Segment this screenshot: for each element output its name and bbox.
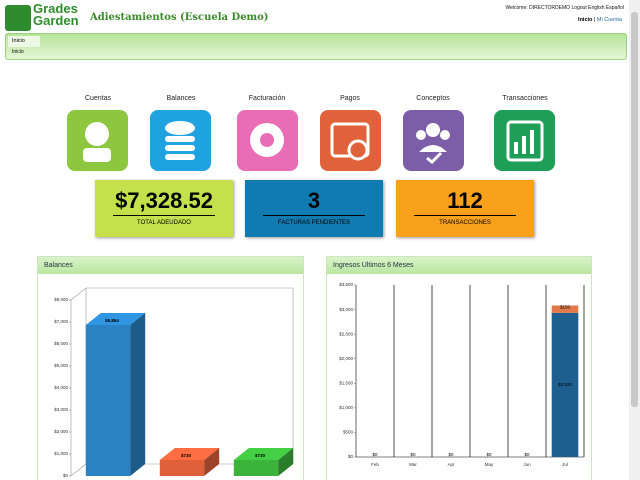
stat-label: TOTAL ADEUDADO [137, 220, 191, 226]
shortcut-label: Pagos [340, 95, 360, 102]
y-tick-label: $5,000 [54, 363, 68, 368]
value-label: $2,933 [558, 382, 572, 387]
x-tick-label: Jun [523, 462, 531, 467]
x-tick-label: Apr [447, 462, 455, 467]
top-links: Welcome: DIRECTORDEMO Logout English Esp… [506, 5, 625, 11]
y-tick-label: $3,500 [339, 282, 353, 287]
stat-label: FACTURAS PENDIENTES [277, 220, 350, 226]
y-tick-label: $3,000 [54, 407, 68, 412]
y-tick-label: $6,000 [54, 341, 68, 346]
y-tick-label: $0 [348, 454, 354, 459]
link[interactable]: English [588, 5, 605, 11]
value-label: $150 [560, 305, 571, 310]
y-tick-label: $0 [63, 473, 69, 478]
bar-top [233, 447, 294, 460]
shortcut-label: Facturación [248, 95, 286, 102]
y-tick-label: $1,500 [339, 380, 353, 385]
y-tick-label: $1,000 [54, 451, 68, 456]
bar [85, 324, 131, 476]
shortcut-label: Transacciones [502, 95, 548, 102]
y-tick-label: $4,000 [54, 385, 68, 390]
nav-link[interactable]: Mi Cuenta [596, 17, 622, 23]
value-label: $0 [410, 452, 416, 457]
page-title: Adiestamientos (Escuela Demo) [90, 12, 269, 23]
stat-box: 3 FACTURAS PENDIENTES [245, 180, 383, 237]
scroll-thumb[interactable] [631, 12, 638, 407]
shortcut-icon[interactable] [67, 110, 128, 171]
x-tick-label: Feb [371, 462, 379, 467]
panel-title: Ingresos Ultimos 6 Meses [327, 257, 591, 274]
y-tick-label: $7,000 [54, 319, 68, 324]
panel: Ingresos Ultimos 6 Meses $0 $500 $1,000 $1,… [326, 256, 592, 480]
y-tick-label: $3,000 [339, 307, 353, 312]
logo-text: Grades Garden [33, 1, 79, 28]
value-label: $6,864 [105, 318, 119, 323]
breadcrumb[interactable]: Inicio [12, 49, 24, 55]
shortcut-label: Cuentas [84, 95, 112, 102]
stat-value: 112 [447, 188, 483, 213]
y-tick-label: $1,000 [339, 405, 353, 410]
tab[interactable]: Inicio [8, 36, 40, 47]
shortcut-label: Balances [166, 95, 196, 102]
welcome: Welcome: DIRECTORDEMO [505, 5, 571, 11]
bar-top [85, 312, 146, 325]
bar [159, 459, 205, 476]
stat-label: TRANSACCIONES [439, 220, 491, 226]
logo-top: Grades [33, 1, 78, 16]
chart: $0 $500 $1,000 $1,500 $2,000 $2,500 $3,000 $3,5… [339, 282, 585, 467]
bar-side [278, 447, 294, 476]
panel: Balances $0 $1,000 $2,000 $3,000 $4,000 $5,00… [37, 256, 304, 480]
y-tick-label: $2,000 [339, 356, 353, 361]
logo-bottom: Garden [33, 13, 79, 28]
x-tick-label: May [485, 462, 494, 467]
y-tick-label: $2,500 [339, 331, 353, 336]
bar-side [130, 312, 146, 476]
nav-link[interactable]: Inicio [578, 17, 593, 23]
panel-title: Balances [38, 257, 303, 274]
value-label: $730 [181, 453, 192, 458]
chart: $0 $1,000 $2,000 $3,000 $4,000 $5,000 $6,000 $7… [54, 287, 294, 478]
bar [233, 459, 279, 476]
scrollbar[interactable] [629, 0, 640, 480]
value-label: $0 [486, 452, 492, 457]
account-nav: Inicio | Mi Cuenta [578, 17, 622, 23]
x-tick-label: Mar [409, 462, 417, 467]
bar-segment [551, 305, 579, 313]
shortcut-icon[interactable] [320, 110, 381, 171]
value-label: $0 [448, 452, 454, 457]
y-tick-label: $8,000 [54, 297, 68, 302]
y-tick-label: $500 [343, 430, 354, 435]
x-tick-label: Jul [562, 462, 568, 467]
link[interactable]: Logout [571, 5, 587, 11]
link[interactable]: Español [605, 5, 624, 11]
stat-box: 112 TRANSACCIONES [396, 180, 534, 237]
logo [5, 5, 31, 31]
bar-segment [551, 312, 579, 457]
value-label: $0 [524, 452, 530, 457]
value-label: $730 [255, 453, 266, 458]
stat-value: 3 [307, 188, 321, 213]
y-tick-label: $2,000 [54, 429, 68, 434]
shortcut-label: Conceptos [416, 95, 450, 102]
value-label: $0 [372, 452, 378, 457]
bar-side [204, 447, 220, 476]
stat-value: $7,328.52 [115, 188, 213, 213]
shortcut-icon[interactable] [150, 110, 211, 171]
shortcut-icon[interactable] [403, 110, 464, 171]
bar-top [159, 447, 220, 460]
shortcut-icon[interactable] [494, 110, 555, 171]
nav-bar: Inicio Inicio [5, 33, 627, 60]
stat-box: $7,328.52 TOTAL ADEUDADO [95, 180, 233, 237]
shortcut-icon[interactable] [237, 110, 298, 171]
